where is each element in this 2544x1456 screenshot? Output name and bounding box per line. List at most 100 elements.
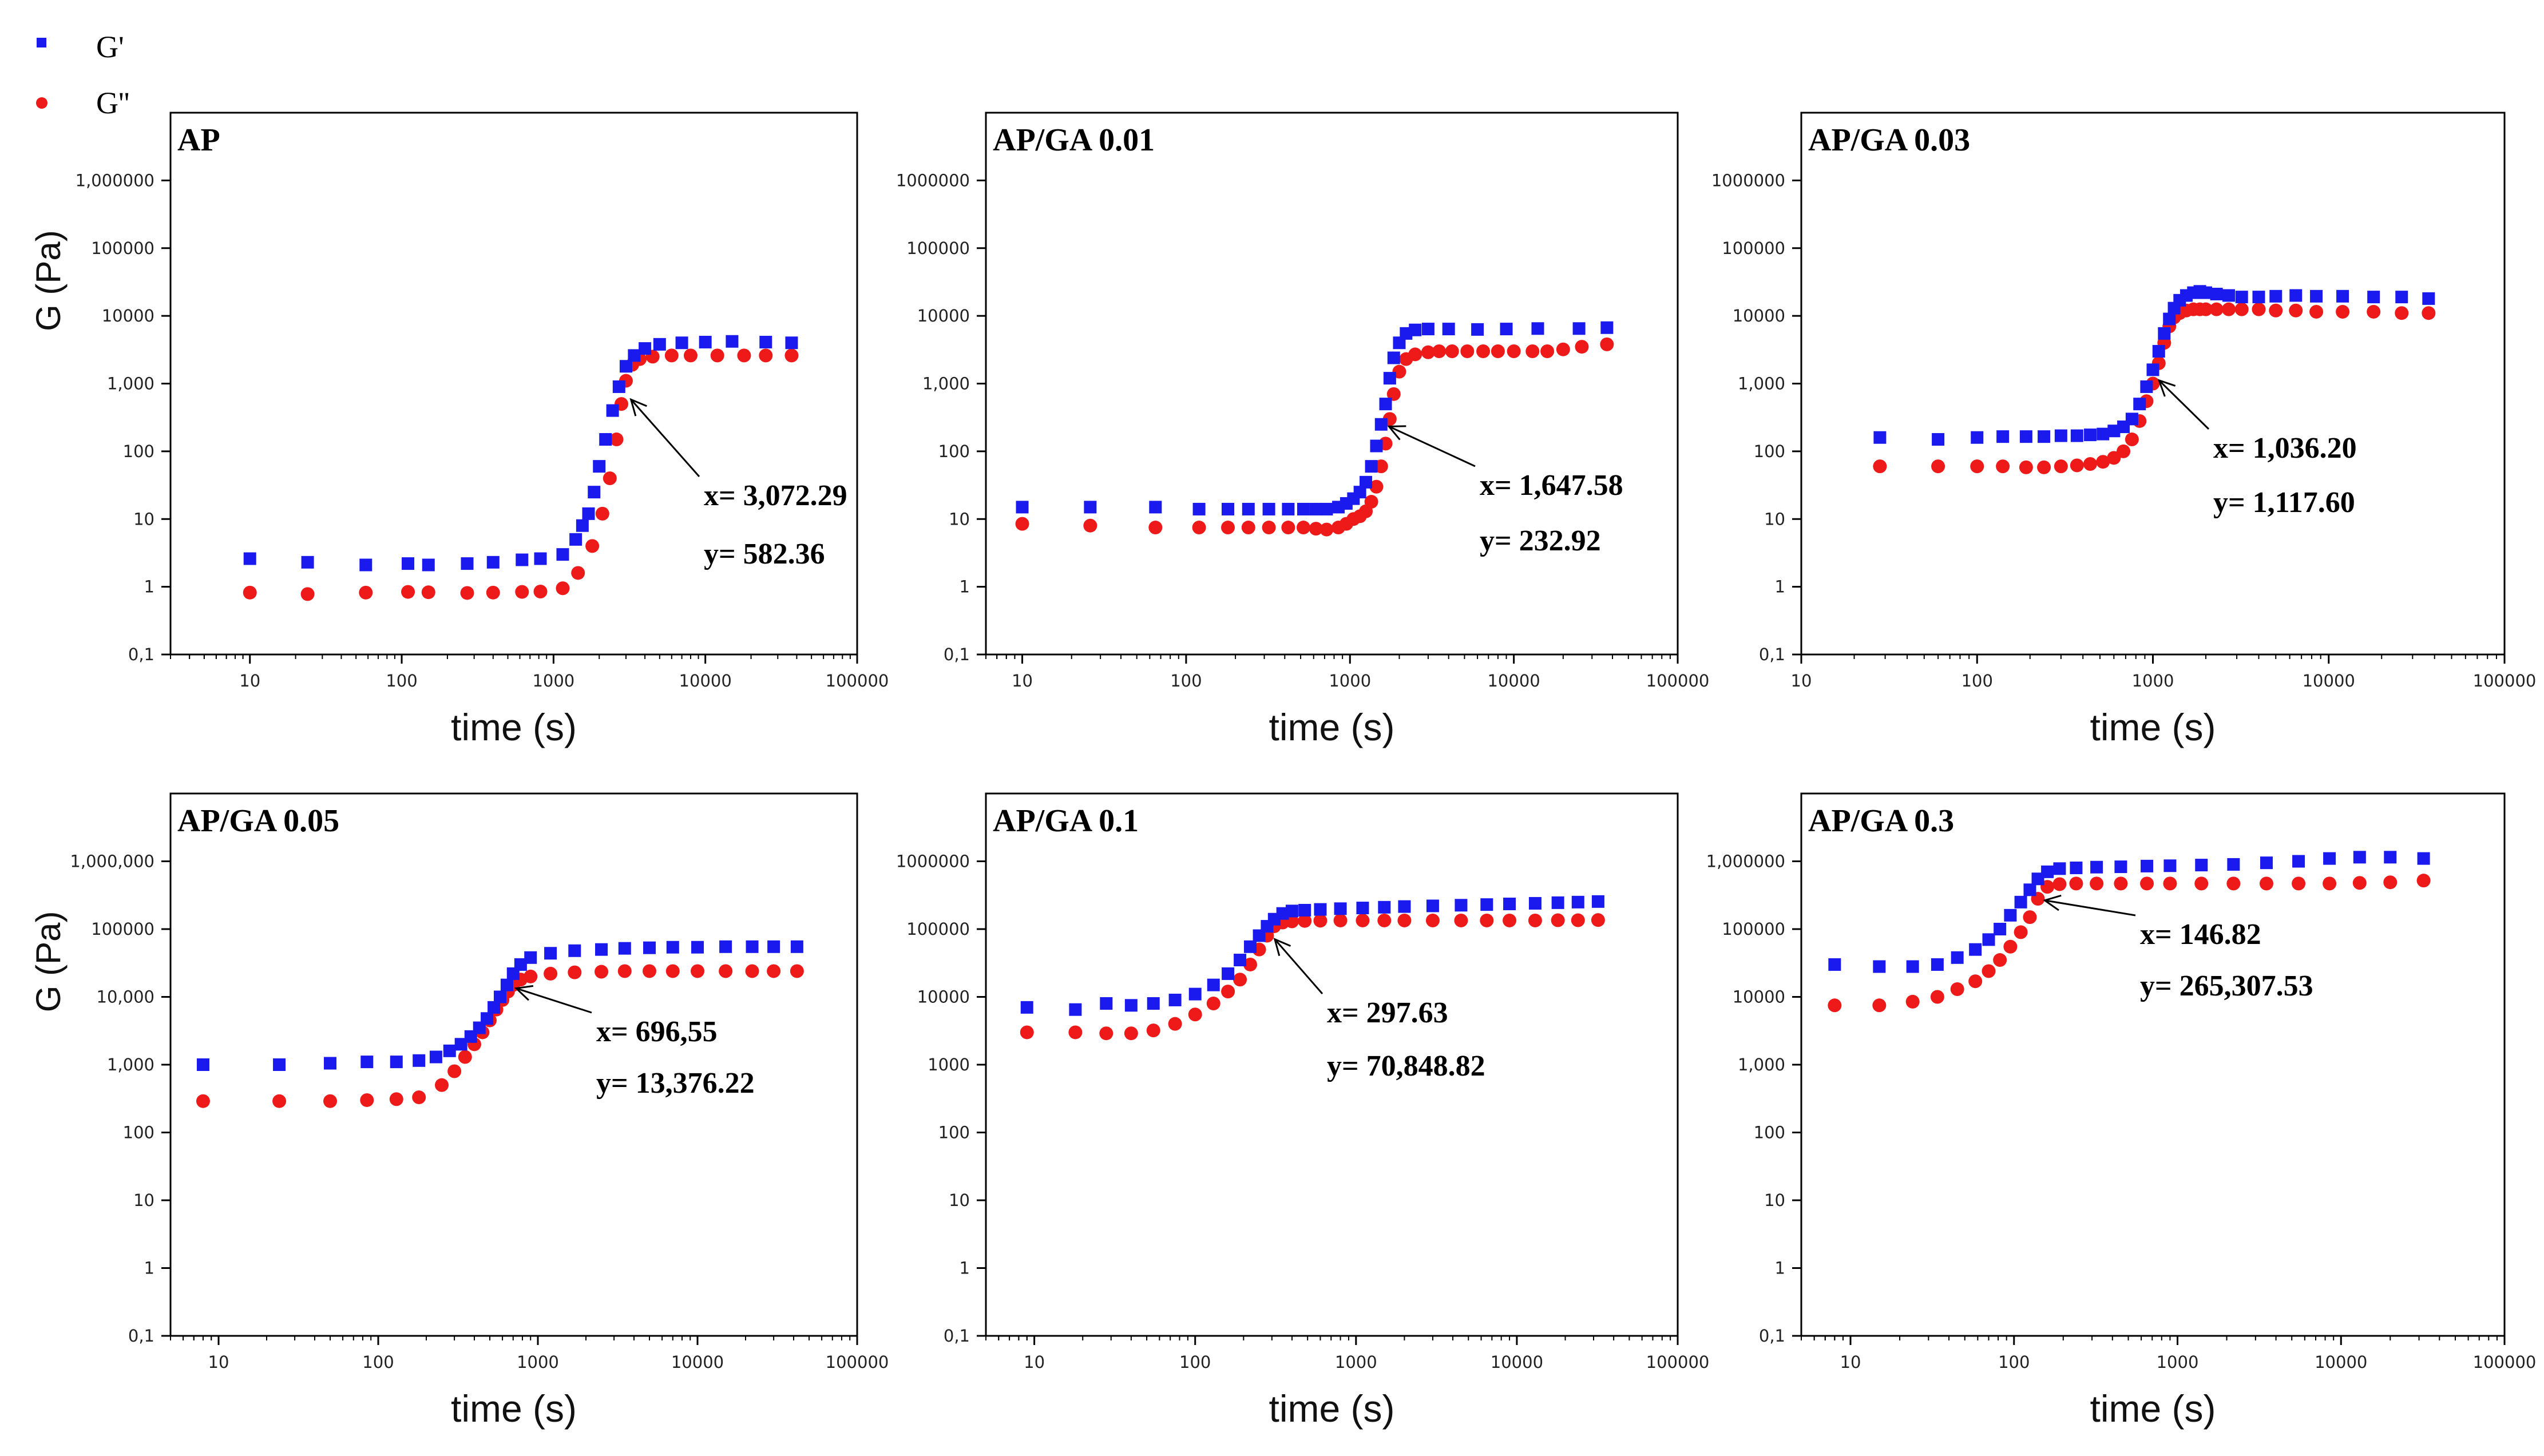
data-point-gprime — [556, 548, 569, 561]
data-point-gprime — [1571, 895, 1584, 908]
data-point-gdoubleprime — [2383, 875, 2398, 890]
y-tick-label: 1 — [960, 1259, 970, 1278]
data-point-gdoubleprime — [1993, 953, 2007, 967]
chart-panel: 10 100 1000 10000 100000 0,1 1 10 100 1,000 10000 1… — [29, 112, 889, 748]
data-point-gdoubleprime — [360, 1093, 374, 1107]
data-point-gprime — [675, 336, 688, 350]
data-point-gprime — [2070, 429, 2083, 442]
data-point-gdoubleprime — [1445, 344, 1459, 359]
data-point-gdoubleprime — [2014, 925, 2028, 939]
legend-label-gprime: G' — [96, 30, 124, 64]
data-point-gprime — [2031, 872, 2044, 886]
x-tick-label: 100000 — [2473, 671, 2537, 691]
data-point-gdoubleprime — [1968, 974, 1983, 989]
data-point-gdoubleprime — [435, 1078, 449, 1092]
data-point-gprime — [443, 1044, 456, 1057]
data-point-gprime — [1370, 439, 1383, 453]
data-point-gdoubleprime — [460, 586, 474, 600]
annotation-arrow-head — [1387, 425, 1406, 441]
data-point-gdoubleprime — [759, 348, 773, 363]
data-point-gprime — [746, 940, 759, 953]
data-point-gprime — [785, 336, 798, 350]
data-point-gprime — [2014, 895, 2027, 908]
data-point-gdoubleprime — [1528, 913, 1542, 927]
data-point-gdoubleprime — [544, 966, 558, 981]
data-point-gdoubleprime — [1319, 522, 1334, 537]
data-point-gdoubleprime — [665, 964, 680, 978]
data-point-gprime — [1334, 902, 1347, 915]
x-tick-label: 100000 — [2473, 1352, 2537, 1372]
data-point-gdoubleprime — [568, 965, 582, 979]
data-point-gprime — [1421, 323, 1435, 336]
y-tick-label: 100000 — [906, 239, 970, 258]
data-point-gprime — [2140, 380, 2153, 393]
data-point-gprime — [1297, 502, 1310, 515]
x-tick-label: 10000 — [2303, 671, 2355, 691]
annotation-y-value: y= 232.92 — [1480, 525, 1601, 557]
data-point-gprime — [1242, 502, 1255, 515]
y-tick-label: 100000 — [91, 239, 154, 258]
data-point-gdoubleprime — [524, 969, 538, 983]
data-point-gprime — [1551, 896, 1564, 909]
x-axis-title: time (s) — [1269, 706, 1395, 748]
annotation-x-value: x= 1,036.20 — [2213, 432, 2357, 465]
data-point-gprime — [2053, 862, 2066, 875]
data-point-gdoubleprime — [2194, 876, 2209, 891]
data-point-gdoubleprime — [603, 471, 617, 485]
data-point-gdoubleprime — [2117, 444, 2131, 458]
data-point-gprime — [2199, 286, 2212, 299]
data-point-gdoubleprime — [745, 964, 759, 978]
y-tick-label: 10000 — [917, 306, 970, 326]
data-point-gprime — [516, 553, 529, 566]
data-point-gdoubleprime — [515, 585, 529, 599]
data-point-gprime — [2070, 861, 2083, 874]
data-point-gprime — [767, 940, 780, 953]
data-point-gprime — [534, 552, 547, 565]
annotation-x-value: x= 146.82 — [2140, 918, 2261, 951]
data-point-gprime — [2395, 291, 2408, 304]
data-point-gprime — [493, 990, 506, 1003]
data-point-gdoubleprime — [2252, 302, 2266, 316]
data-point-gprime — [461, 557, 474, 570]
data-point-gdoubleprime — [1873, 459, 1887, 474]
data-point-gprime — [1873, 960, 1886, 973]
data-point-gprime — [1426, 899, 1439, 913]
data-point-gdoubleprime — [2070, 458, 2084, 473]
annotation-y-value: y= 13,376.22 — [596, 1067, 755, 1100]
data-point-gdoubleprime — [1996, 459, 2010, 474]
data-point-gdoubleprime — [1364, 495, 1378, 509]
data-point-gprime — [2195, 859, 2208, 872]
data-point-gdoubleprime — [1333, 913, 1348, 927]
data-point-gdoubleprime — [486, 585, 500, 600]
y-tick-label: 1 — [960, 577, 970, 597]
data-point-gprime — [1188, 987, 1202, 1001]
y-tick-label: 100000 — [906, 919, 970, 939]
y-tick-label: 1 — [144, 1259, 154, 1278]
data-point-gdoubleprime — [2096, 455, 2110, 469]
x-axis-title: time (s) — [2090, 706, 2216, 748]
annotation-arrow-head — [514, 985, 534, 1001]
annotation-arrow-line — [630, 399, 700, 477]
data-point-gprime — [595, 943, 608, 956]
x-axis-title: time (s) — [2090, 1387, 2216, 1430]
panel-title: AP — [177, 122, 220, 158]
data-point-gdoubleprime — [2114, 876, 2128, 891]
data-point-gprime — [1996, 430, 2010, 443]
data-point-gprime — [588, 486, 601, 499]
data-point-gprime — [1285, 904, 1298, 918]
data-point-gdoubleprime — [1425, 913, 1440, 927]
data-point-gdoubleprime — [1015, 517, 1029, 531]
data-point-gprime — [2163, 859, 2177, 872]
data-point-gprime — [2384, 851, 2397, 864]
annotation-x-value: x= 696,55 — [596, 1015, 718, 1048]
data-point-gdoubleprime — [1356, 913, 1370, 927]
data-point-gdoubleprime — [1233, 973, 1247, 987]
data-point-gprime — [486, 556, 500, 569]
data-point-gdoubleprime — [1828, 998, 1842, 1013]
annotation-arrow-line — [2158, 379, 2210, 430]
data-point-gprime — [2141, 859, 2154, 872]
data-point-gprime — [1906, 960, 1919, 973]
data-point-gprime — [360, 1056, 374, 1069]
data-point-gdoubleprime — [1905, 994, 1920, 1009]
y-tick-label: 10,000 — [97, 987, 154, 1007]
